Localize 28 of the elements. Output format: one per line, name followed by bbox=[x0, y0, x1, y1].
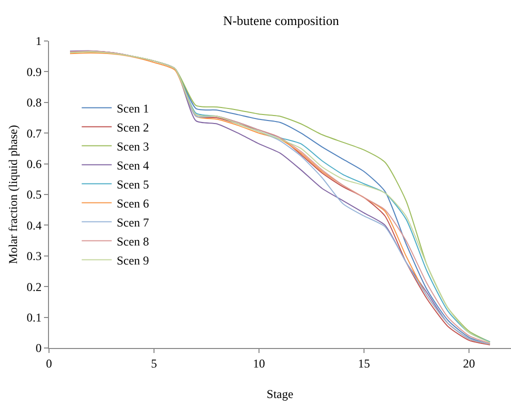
x-tick-label: 5 bbox=[151, 356, 157, 370]
y-tick-label: 0.3 bbox=[26, 249, 42, 264]
y-tick-label: 0.2 bbox=[26, 280, 42, 294]
y-tick-label: 0 bbox=[36, 341, 42, 356]
legend-label: Scen 1 bbox=[116, 101, 150, 116]
x-axis-title: Stage bbox=[266, 387, 294, 401]
legend-label: Scen 2 bbox=[116, 120, 150, 134]
legend-label: Scen 9 bbox=[116, 253, 150, 268]
y-tick-label: 0.7 bbox=[26, 126, 42, 140]
y-tick-label: 0.1 bbox=[26, 310, 42, 324]
chart-title: N-butene composition bbox=[223, 13, 340, 28]
legend-label: Scen 8 bbox=[116, 234, 150, 248]
legend-label: Scen 7 bbox=[116, 215, 150, 230]
legend-label: Scen 5 bbox=[116, 177, 150, 192]
y-tick-label: 0.4 bbox=[26, 218, 42, 232]
y-tick-label: 0.6 bbox=[26, 157, 42, 171]
x-tick-label: 10 bbox=[253, 356, 265, 370]
legend-label: Scen 4 bbox=[116, 158, 150, 172]
y-tick-label: 0.5 bbox=[26, 188, 42, 202]
y-axis-title: Molar fraction (liquid phase) bbox=[6, 125, 20, 264]
x-tick-label: 20 bbox=[463, 356, 475, 370]
y-tick-label: 1 bbox=[36, 34, 42, 48]
legend-label: Scen 3 bbox=[116, 139, 150, 154]
legend-label: Scen 6 bbox=[116, 196, 150, 210]
x-tick-label: 15 bbox=[358, 356, 370, 370]
y-tick-label: 0.8 bbox=[26, 96, 42, 110]
x-tick-label: 0 bbox=[46, 356, 52, 370]
y-tick-label: 0.9 bbox=[26, 64, 42, 79]
